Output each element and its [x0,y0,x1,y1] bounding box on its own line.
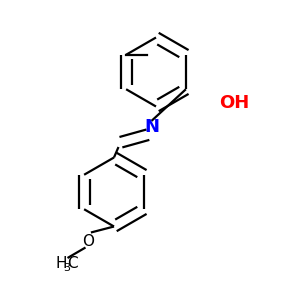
Text: H: H [56,256,67,272]
Text: O: O [82,234,94,249]
Text: N: N [144,118,159,136]
Text: C: C [67,256,77,272]
Text: 3: 3 [63,263,70,273]
Text: OH: OH [219,94,249,112]
